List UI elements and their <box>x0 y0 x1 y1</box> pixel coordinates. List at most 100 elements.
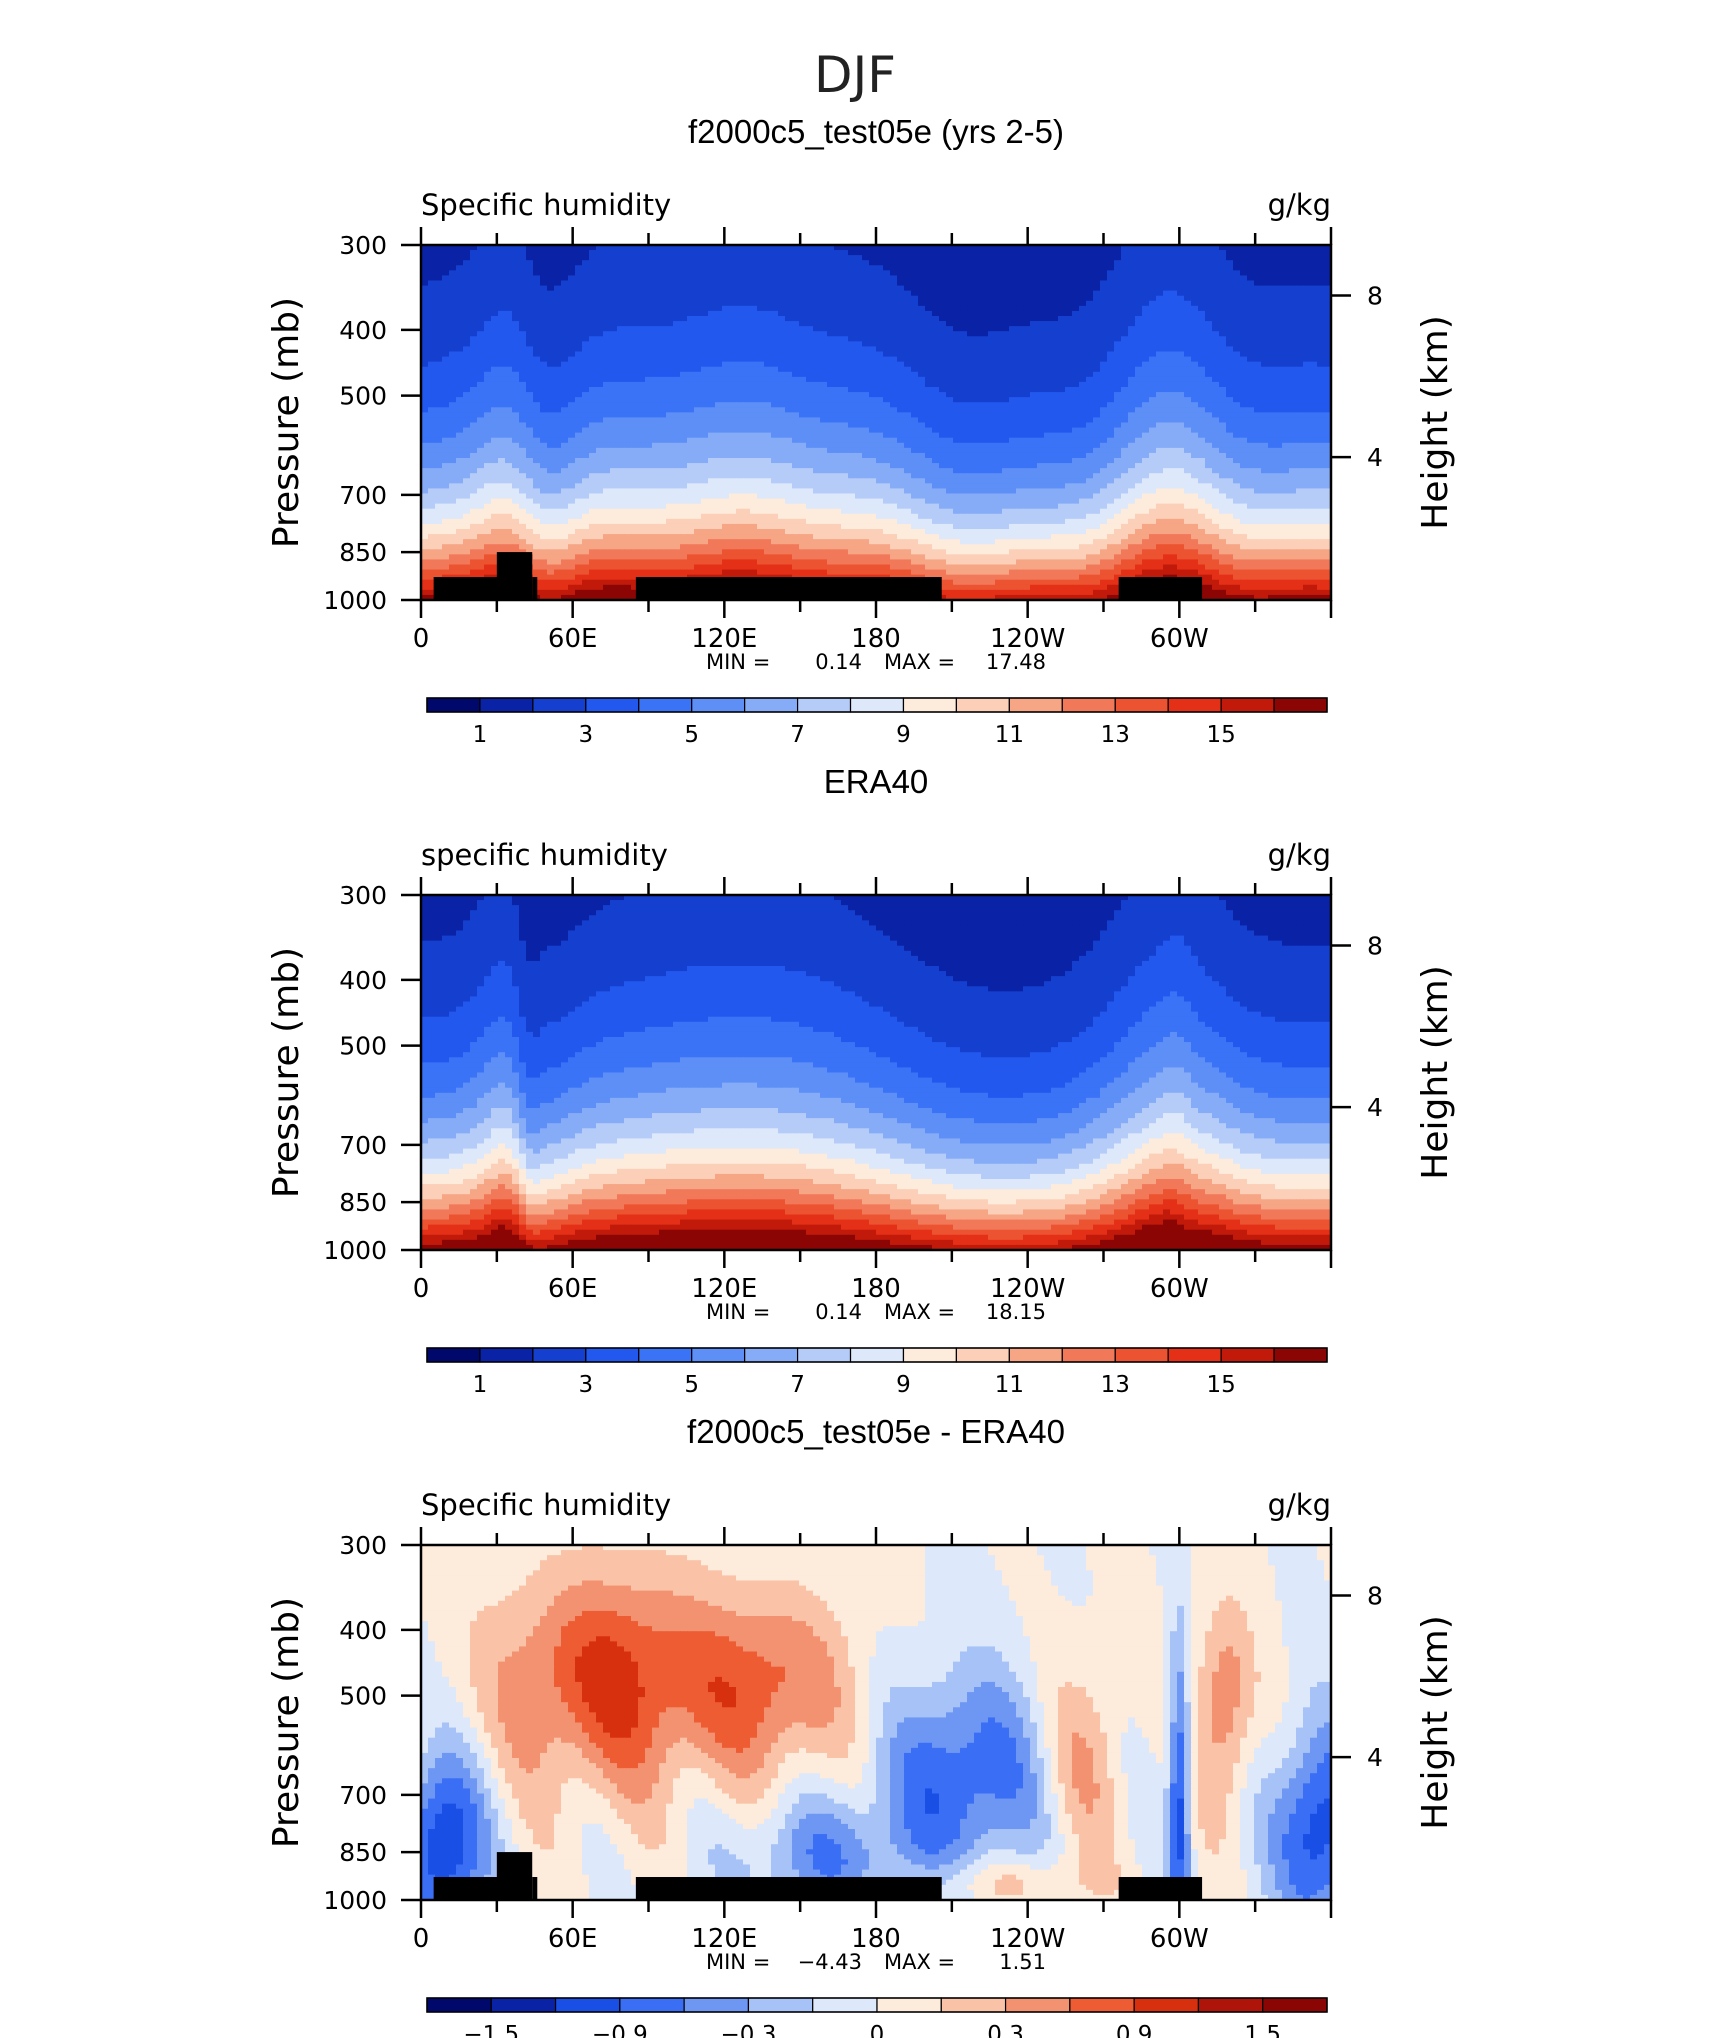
contour-cell <box>827 301 835 307</box>
contour-cell <box>1184 250 1192 256</box>
contour-cell <box>1310 423 1318 429</box>
contour-cell <box>750 275 758 281</box>
contour-cell <box>981 260 989 266</box>
contour-cell <box>512 392 520 398</box>
contour-cell <box>1303 301 1311 307</box>
contour-cell <box>1268 412 1276 418</box>
contour-cell <box>1030 301 1038 307</box>
contour-cell <box>862 296 870 302</box>
contour-cell <box>1114 311 1122 317</box>
contour-cell <box>1170 377 1178 383</box>
contour-cell <box>925 412 933 418</box>
contour-cell <box>974 387 982 393</box>
contour-cell <box>855 316 863 322</box>
contour-cell <box>736 291 744 297</box>
contour-cell <box>974 392 982 398</box>
contour-cell <box>813 275 821 281</box>
contour-cell <box>932 316 940 322</box>
contour-cell <box>1079 260 1087 266</box>
contour-cell <box>582 433 590 439</box>
contour-cell <box>974 407 982 413</box>
contour-cell <box>428 417 436 423</box>
contour-cell <box>1009 377 1017 383</box>
contour-cell <box>1142 296 1150 302</box>
contour-cell <box>1156 392 1164 398</box>
contour-cell <box>974 311 982 317</box>
contour-cell <box>911 352 919 358</box>
contour-cell <box>1100 367 1108 373</box>
contour-cell <box>442 331 450 337</box>
contour-cell <box>967 402 975 408</box>
contour-cell <box>841 250 849 256</box>
contour-cell <box>554 428 562 434</box>
contour-cell <box>750 402 758 408</box>
contour-cell <box>1023 260 1031 266</box>
contour-cell <box>1240 250 1248 256</box>
contour-cell <box>428 362 436 368</box>
contour-cell <box>848 346 856 352</box>
contour-cell <box>575 346 583 352</box>
contour-cell <box>1037 265 1045 271</box>
contour-cell <box>526 281 534 287</box>
contour-cell <box>666 412 674 418</box>
contour-cell <box>932 372 940 378</box>
contour-cell <box>995 423 1003 429</box>
contour-cell <box>1107 412 1115 418</box>
contour-cell <box>1240 428 1248 434</box>
contour-cell <box>1303 336 1311 342</box>
contour-cell <box>1072 275 1080 281</box>
contour-cell <box>890 281 898 287</box>
contour-cell <box>1058 331 1066 337</box>
contour-cell <box>491 341 499 347</box>
contour-cell <box>547 281 555 287</box>
contour-cell <box>540 281 548 287</box>
contour-cell <box>456 321 464 327</box>
contour-cell <box>1002 316 1010 322</box>
contour-cell <box>1044 352 1052 358</box>
contour-cell <box>505 316 513 322</box>
contour-cell <box>708 275 716 281</box>
contour-cell <box>673 392 681 398</box>
contour-cell <box>477 412 485 418</box>
contour-cell <box>694 407 702 413</box>
contour-cell <box>1058 255 1066 261</box>
contour-cell <box>988 367 996 373</box>
contour-cell <box>435 357 443 363</box>
contour-cell <box>995 352 1003 358</box>
contour-cell <box>1030 382 1038 388</box>
contour-cell <box>1240 377 1248 383</box>
contour-cell <box>554 433 562 439</box>
contour-cell <box>533 392 541 398</box>
contour-cell <box>1114 387 1122 393</box>
contour-cell <box>1170 255 1178 261</box>
contour-cell <box>883 352 891 358</box>
contour-cell <box>1058 372 1066 378</box>
contour-cell <box>568 438 576 444</box>
contour-cell <box>1009 341 1017 347</box>
contour-cell <box>470 321 478 327</box>
contour-cell <box>1156 311 1164 317</box>
contour-cell <box>897 392 905 398</box>
contour-cell <box>988 372 996 378</box>
contour-cell <box>491 316 499 322</box>
contour-cell <box>512 311 520 317</box>
contour-cell <box>659 387 667 393</box>
contour-cell <box>617 331 625 337</box>
contour-cell <box>1121 255 1129 261</box>
contour-cell <box>512 255 520 261</box>
contour-cell <box>575 397 583 403</box>
contour-cell <box>1114 336 1122 342</box>
contour-cell <box>1107 397 1115 403</box>
contour-cell <box>1100 286 1108 292</box>
contour-cell <box>911 362 919 368</box>
contour-cell <box>680 255 688 261</box>
contour-cell <box>456 397 464 403</box>
contour-cell <box>498 321 506 327</box>
contour-cell <box>1058 296 1066 302</box>
contour-cell <box>561 362 569 368</box>
contour-cell <box>1114 412 1122 418</box>
contour-cell <box>1296 260 1304 266</box>
contour-cell <box>1030 291 1038 297</box>
contour-cell <box>554 387 562 393</box>
contour-cell <box>589 336 597 342</box>
